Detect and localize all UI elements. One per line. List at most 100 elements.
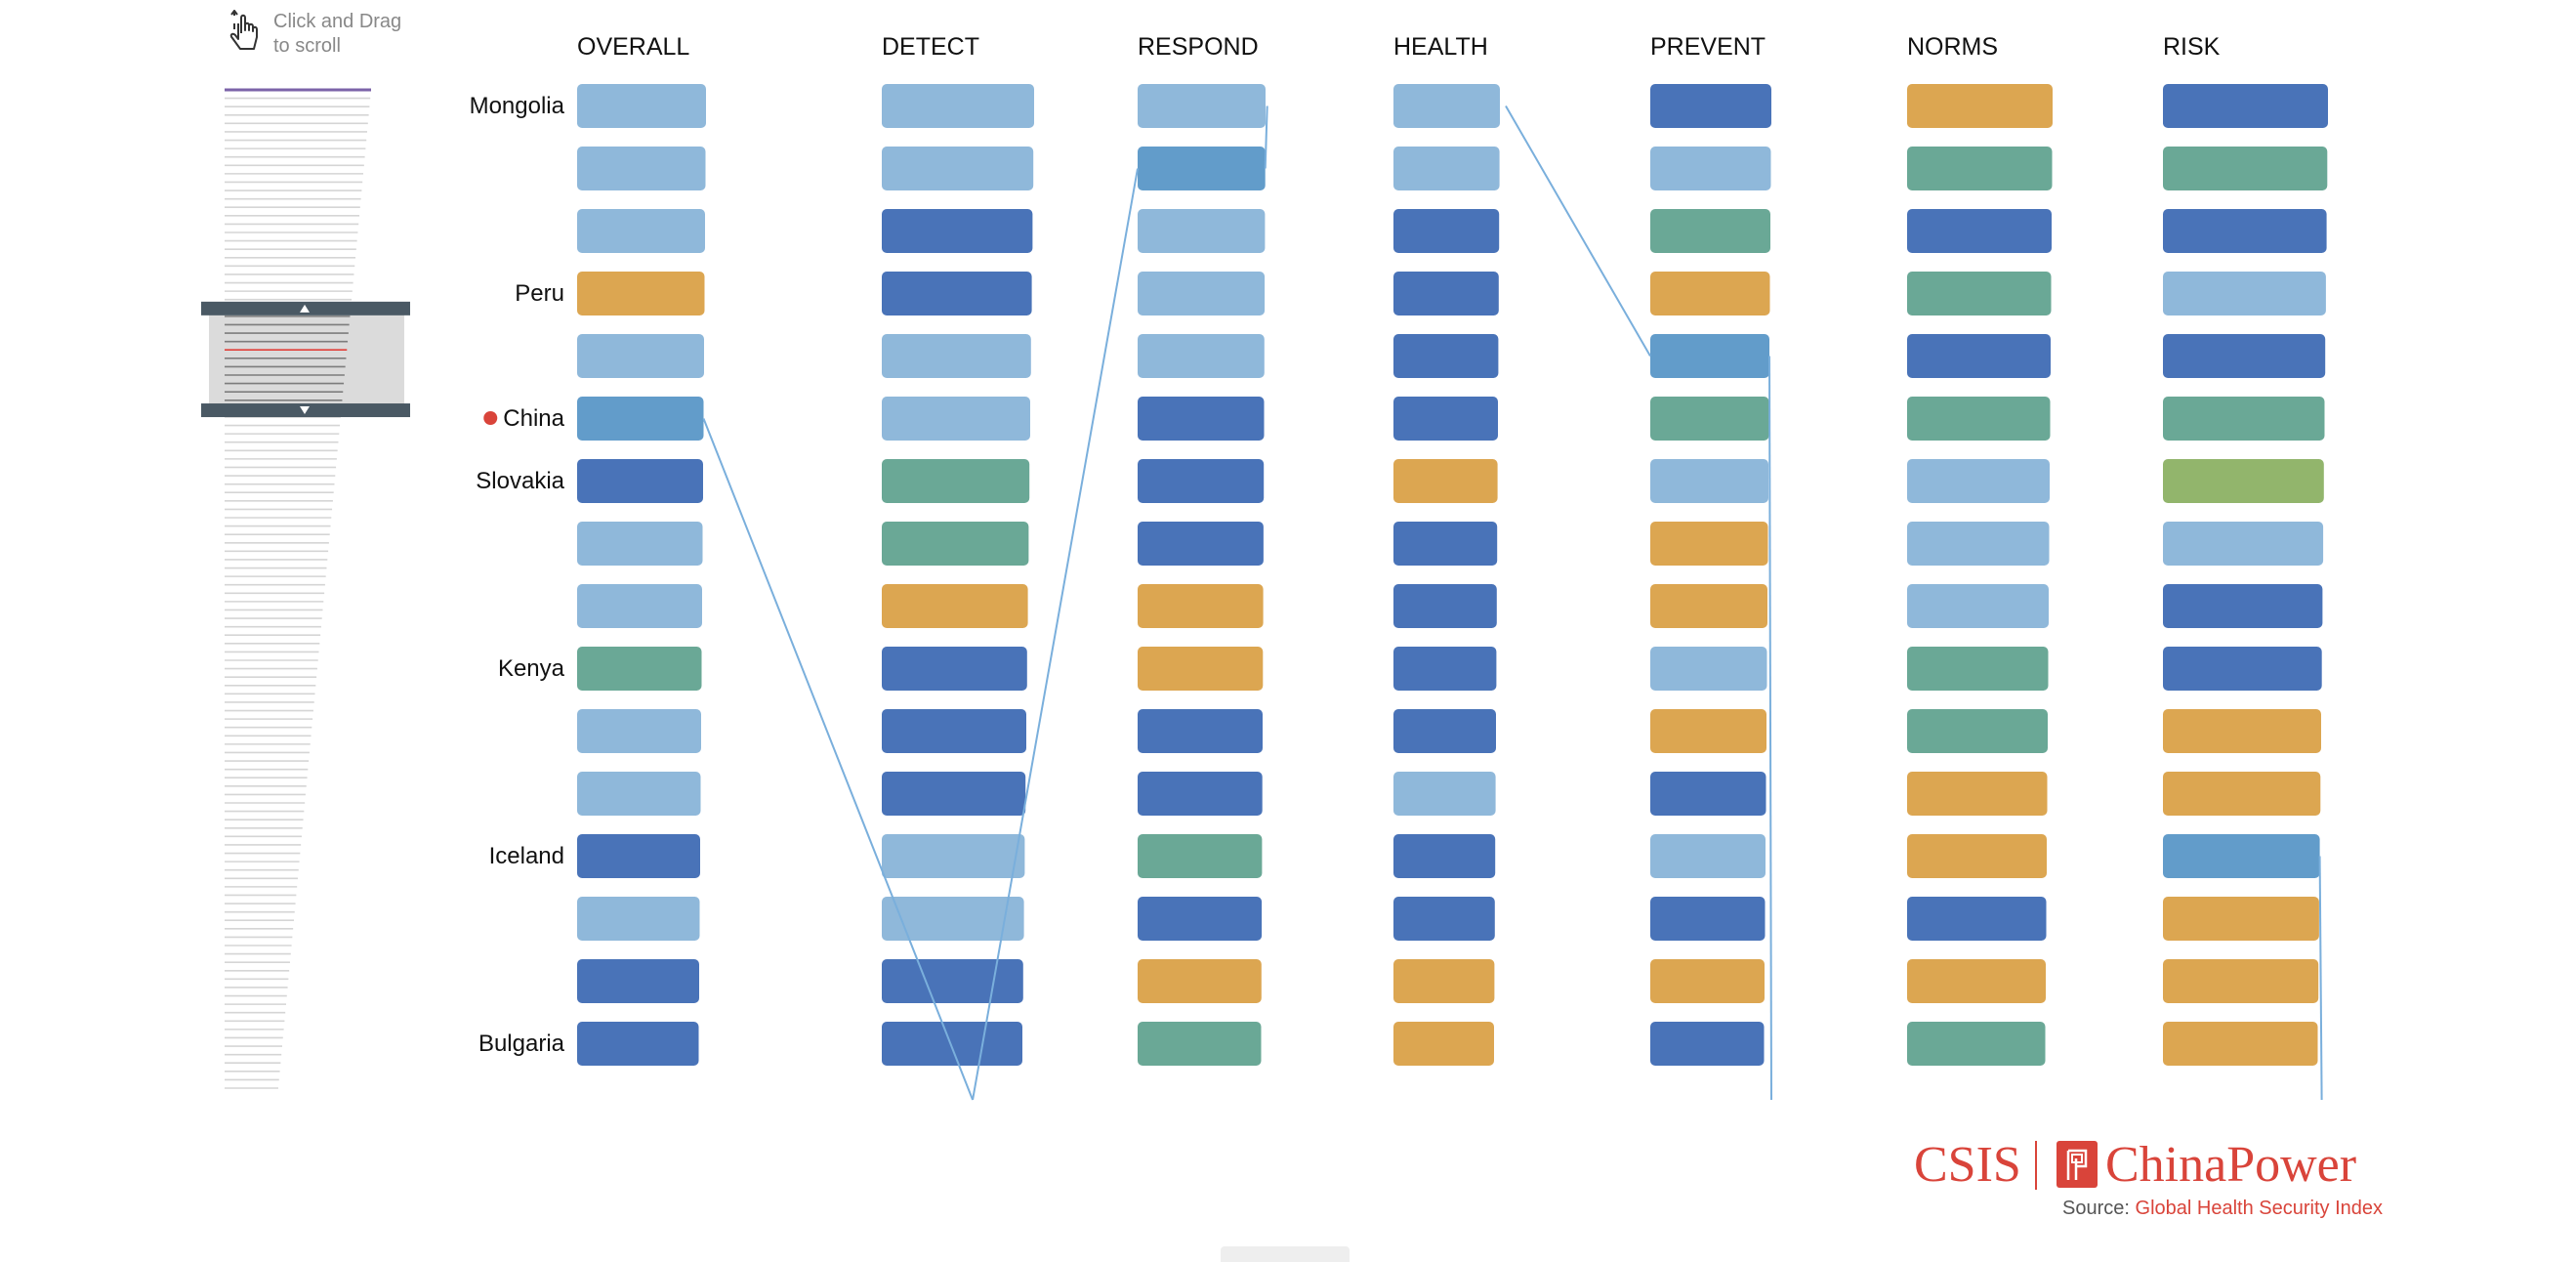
country-label[interactable]: Peru <box>515 280 564 307</box>
score-cell[interactable] <box>577 709 701 753</box>
score-cell[interactable] <box>882 84 1034 128</box>
score-cell[interactable] <box>1650 959 1765 1003</box>
country-label[interactable]: Slovakia <box>476 468 564 494</box>
score-cell[interactable] <box>1650 772 1766 816</box>
score-cell[interactable] <box>577 397 704 441</box>
score-cell[interactable] <box>2163 709 2321 753</box>
column-header-norms[interactable]: NORMS <box>1907 33 1998 61</box>
score-cell[interactable] <box>577 522 703 566</box>
score-cell[interactable] <box>882 834 1025 878</box>
score-cell[interactable] <box>1650 834 1766 878</box>
score-cell[interactable] <box>1907 272 2052 316</box>
score-cell[interactable] <box>1393 709 1496 753</box>
score-cell[interactable] <box>1393 647 1497 691</box>
score-cell[interactable] <box>1138 647 1264 691</box>
country-label[interactable]: Iceland <box>489 843 564 869</box>
score-cell[interactable] <box>577 834 700 878</box>
score-cell[interactable] <box>882 397 1030 441</box>
brand-logo[interactable]: CSIS ChinaPower <box>1914 1133 2392 1193</box>
score-cell[interactable] <box>2163 584 2323 628</box>
score-cell[interactable] <box>1393 334 1499 378</box>
country-label[interactable]: Bulgaria <box>478 1031 565 1057</box>
score-cell[interactable] <box>1393 272 1499 316</box>
score-cell[interactable] <box>2163 397 2325 441</box>
score-cell[interactable] <box>1138 459 1265 503</box>
score-cell[interactable] <box>1907 959 2046 1003</box>
score-cell[interactable] <box>2163 84 2328 128</box>
score-cell[interactable] <box>577 647 702 691</box>
score-cell[interactable] <box>1650 334 1769 378</box>
column-header-risk[interactable]: RISK <box>2163 33 2221 61</box>
score-cell[interactable] <box>577 584 702 628</box>
score-cell[interactable] <box>1650 709 1766 753</box>
score-cell[interactable] <box>1138 897 1263 941</box>
score-cell[interactable] <box>1907 209 2052 253</box>
score-cell[interactable] <box>1650 397 1769 441</box>
score-cell[interactable] <box>577 897 700 941</box>
score-cell[interactable] <box>882 897 1024 941</box>
score-cell[interactable] <box>1138 1022 1262 1066</box>
country-label[interactable]: China <box>503 405 564 432</box>
score-cell[interactable] <box>577 459 703 503</box>
score-cell[interactable] <box>2163 772 2321 816</box>
score-cell[interactable] <box>1650 647 1767 691</box>
score-cell[interactable] <box>577 209 705 253</box>
score-cell[interactable] <box>2163 1022 2318 1066</box>
bottom-tab[interactable] <box>1221 1246 1350 1262</box>
score-cell[interactable] <box>1393 522 1498 566</box>
score-cell[interactable] <box>2163 834 2320 878</box>
score-cell[interactable] <box>1907 709 2048 753</box>
score-cell[interactable] <box>1650 1022 1765 1066</box>
score-cell[interactable] <box>1907 397 2051 441</box>
country-label[interactable]: Mongolia <box>470 93 565 119</box>
score-cell[interactable] <box>2163 209 2327 253</box>
score-cell[interactable] <box>1907 1022 2046 1066</box>
score-cell[interactable] <box>1907 84 2053 128</box>
score-cell[interactable] <box>2163 147 2328 190</box>
score-cell[interactable] <box>1650 147 1771 190</box>
score-cell[interactable] <box>1907 584 2049 628</box>
score-cell[interactable] <box>577 1022 699 1066</box>
score-cell[interactable] <box>1393 147 1500 190</box>
score-cell[interactable] <box>2163 897 2319 941</box>
score-cell[interactable] <box>1138 834 1263 878</box>
score-cell[interactable] <box>1138 959 1262 1003</box>
score-cell[interactable] <box>1138 709 1263 753</box>
score-cell[interactable] <box>1907 772 2048 816</box>
score-cell[interactable] <box>577 84 706 128</box>
score-cell[interactable] <box>1907 647 2049 691</box>
score-cell[interactable] <box>577 334 704 378</box>
score-cell[interactable] <box>2163 334 2326 378</box>
score-cell[interactable] <box>2163 522 2324 566</box>
score-cell[interactable] <box>882 209 1033 253</box>
score-cell[interactable] <box>882 334 1031 378</box>
minimap-window[interactable] <box>209 309 404 410</box>
score-cell[interactable] <box>1907 147 2053 190</box>
score-cell[interactable] <box>1907 334 2051 378</box>
country-label[interactable]: Kenya <box>498 655 565 682</box>
score-cell[interactable] <box>1650 584 1767 628</box>
score-cell[interactable] <box>1138 397 1265 441</box>
score-cell[interactable] <box>882 459 1030 503</box>
score-cell[interactable] <box>1907 522 2050 566</box>
score-cell[interactable] <box>1138 522 1264 566</box>
score-cell[interactable] <box>1138 334 1265 378</box>
score-cell[interactable] <box>1393 1022 1494 1066</box>
score-cell[interactable] <box>882 147 1034 190</box>
score-cell[interactable] <box>1138 84 1266 128</box>
score-cell[interactable] <box>1393 209 1500 253</box>
score-cell[interactable] <box>1138 147 1266 190</box>
score-cell[interactable] <box>1393 834 1496 878</box>
score-cell[interactable] <box>1393 397 1498 441</box>
score-cell[interactable] <box>2163 647 2322 691</box>
score-cell[interactable] <box>1138 584 1264 628</box>
score-cell[interactable] <box>1138 272 1266 316</box>
score-cell[interactable] <box>1393 959 1495 1003</box>
score-cell[interactable] <box>882 584 1028 628</box>
score-cell[interactable] <box>882 959 1023 1003</box>
score-cell[interactable] <box>882 522 1029 566</box>
score-cell[interactable] <box>1650 209 1770 253</box>
score-cell[interactable] <box>1907 834 2047 878</box>
score-cell[interactable] <box>1650 459 1768 503</box>
score-cell[interactable] <box>1393 84 1500 128</box>
